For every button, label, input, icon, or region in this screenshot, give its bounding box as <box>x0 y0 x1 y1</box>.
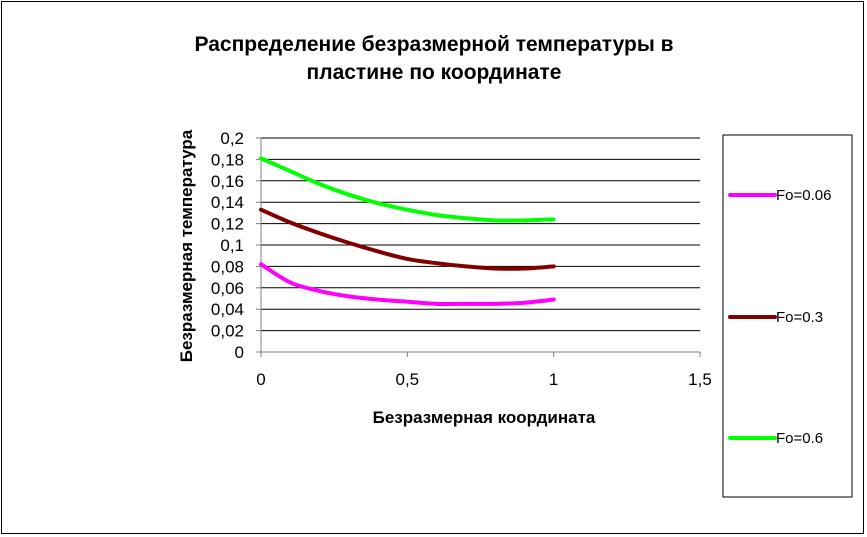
y-tick-label-9: 0,18 <box>211 150 244 169</box>
y-tick-label-1: 0,02 <box>211 322 244 341</box>
legend-label-0: Fo=0.06 <box>776 187 831 204</box>
y-tick-label-5: 0,1 <box>220 236 244 255</box>
gridlines <box>261 137 700 332</box>
series-line-0 <box>259 262 556 307</box>
legend-label-1: Fo=0.3 <box>776 309 823 326</box>
y-tick-label-7: 0,14 <box>211 193 244 212</box>
x-tick-label-3: 1,5 <box>688 370 712 389</box>
y-tick-label-8: 0,16 <box>211 172 244 191</box>
x-tick-labels: 0 0,5 1 1,5 <box>256 370 712 389</box>
legend: Fo=0.06 Fo=0.3 Fo=0.6 <box>728 187 831 447</box>
y-tick-label-10: 0,2 <box>220 129 244 148</box>
y-tick-label-0: 0 <box>235 343 244 362</box>
x-axis-title: Безразмерная координата <box>373 408 596 427</box>
axes <box>256 137 701 357</box>
chart-title-line-1: Распределение безразмерной температуры в <box>194 33 673 56</box>
y-tick-label-4: 0,08 <box>211 257 244 276</box>
x-tick-label-1: 0,5 <box>396 370 420 389</box>
legend-label-2: Fo=0.6 <box>776 430 823 447</box>
series-line-1 <box>259 207 556 271</box>
chart-title-line-2: пластине по координате <box>307 61 562 84</box>
y-tick-labels: 0 0,02 0,04 0,06 0,08 0,1 0,12 0,14 0,16 0,18 0,2 <box>211 129 244 362</box>
y-tick-label-2: 0,04 <box>211 300 244 319</box>
y-axis-title: Безразмерная температура <box>177 129 196 362</box>
series-line-2 <box>259 156 556 223</box>
series-lines <box>259 156 556 307</box>
y-tick-label-6: 0,12 <box>211 215 244 234</box>
y-tick-label-3: 0,06 <box>211 279 244 298</box>
x-tick-label-2: 1 <box>549 370 558 389</box>
x-tick-label-0: 0 <box>256 370 265 389</box>
